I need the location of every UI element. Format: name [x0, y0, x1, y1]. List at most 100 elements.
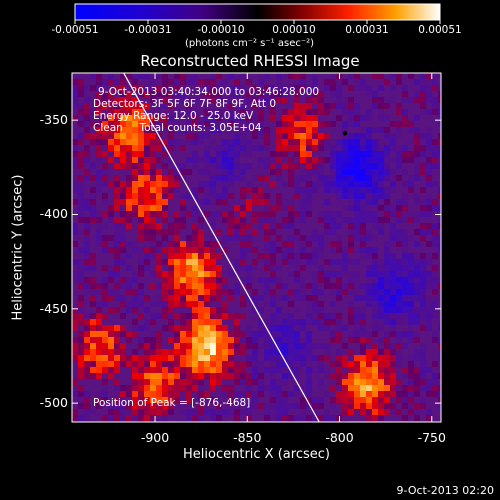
heatmap-cell: [438, 241, 441, 248]
heatmap-cell: [138, 193, 145, 200]
heatmap-cell: [438, 103, 441, 110]
heatmap-cell: [96, 283, 103, 290]
heatmap-cell: [342, 307, 349, 314]
heatmap-cell: [108, 235, 115, 242]
heatmap-cell: [438, 151, 441, 158]
heatmap-cell: [144, 397, 151, 404]
heatmap-cell: [252, 301, 259, 308]
heatmap-cell: [384, 313, 391, 320]
heatmap-cell: [408, 151, 415, 158]
heatmap-cell: [336, 403, 343, 410]
heatmap-cell: [432, 403, 439, 410]
heatmap-cell: [378, 307, 385, 314]
heatmap-cell: [90, 181, 97, 188]
heatmap-cell: [210, 307, 217, 314]
heatmap-cell: [138, 199, 145, 206]
heatmap-cell: [384, 133, 391, 140]
heatmap-cell: [234, 223, 241, 230]
heatmap-cell: [438, 397, 441, 404]
heatmap-cell: [84, 109, 91, 116]
heatmap-cell: [234, 157, 241, 164]
heatmap-cell: [78, 193, 85, 200]
heatmap-cell: [306, 247, 313, 254]
heatmap-cell: [126, 277, 133, 284]
heatmap-cell: [432, 247, 439, 254]
heatmap-cell: [222, 355, 229, 362]
heatmap-cell: [312, 205, 319, 212]
heatmap-cell: [234, 397, 241, 404]
heatmap-cell: [414, 415, 421, 422]
heatmap-cell: [102, 403, 109, 410]
heatmap-cell: [114, 247, 121, 254]
heatmap-cell: [174, 349, 181, 356]
heatmap-cell: [216, 79, 223, 86]
heatmap-cell: [72, 283, 79, 290]
heatmap-cell: [108, 397, 115, 404]
heatmap-cell: [168, 247, 175, 254]
heatmap-cell: [102, 343, 109, 350]
heatmap-cell: [288, 409, 295, 416]
heatmap-cell: [138, 307, 145, 314]
heatmap-cell: [384, 127, 391, 134]
heatmap-cell: [318, 223, 325, 230]
heatmap-cell: [420, 337, 427, 344]
heatmap-cell: [420, 307, 427, 314]
heatmap-cell: [156, 385, 163, 392]
heatmap-cell: [438, 373, 441, 380]
heatmap-cell: [366, 133, 373, 140]
heatmap-cell: [192, 391, 199, 398]
heatmap-cell: [72, 385, 79, 392]
heatmap-cell: [162, 211, 169, 218]
heatmap-cell: [240, 133, 247, 140]
heatmap-cell: [288, 127, 295, 134]
heatmap-cell: [426, 253, 433, 260]
heatmap-cell: [120, 253, 127, 260]
heatmap-cell: [204, 145, 211, 152]
heatmap-cell: [138, 349, 145, 356]
heatmap-cell: [84, 79, 91, 86]
heatmap-cell: [414, 397, 421, 404]
heatmap-cell: [252, 85, 259, 92]
heatmap-cell: [330, 91, 337, 98]
heatmap-cell: [90, 403, 97, 410]
heatmap-cell: [234, 241, 241, 248]
heatmap-cell: [258, 349, 265, 356]
heatmap-cell: [156, 241, 163, 248]
heatmap-cell: [342, 187, 349, 194]
heatmap-cell: [234, 313, 241, 320]
heatmap-cell: [192, 157, 199, 164]
heatmap-cell: [204, 283, 211, 290]
heatmap-cell: [108, 73, 115, 80]
heatmap-cell: [312, 319, 319, 326]
heatmap-cell: [258, 169, 265, 176]
heatmap-cell: [420, 133, 427, 140]
heatmap-cell: [96, 289, 103, 296]
heatmap-cell: [156, 271, 163, 278]
heatmap-cell: [282, 283, 289, 290]
heatmap-cell: [108, 415, 115, 422]
heatmap-cell: [150, 133, 157, 140]
heatmap-cell: [174, 391, 181, 398]
heatmap-cell: [360, 235, 367, 242]
heatmap-cell: [252, 199, 259, 206]
heatmap-cell: [402, 343, 409, 350]
heatmap-cell: [222, 385, 229, 392]
heatmap-cell: [198, 247, 205, 254]
heatmap-cell: [360, 151, 367, 158]
heatmap-cell: [180, 169, 187, 176]
heatmap-cell: [276, 349, 283, 356]
heatmap-cell: [384, 91, 391, 98]
heatmap-cell: [384, 289, 391, 296]
heatmap-cell: [390, 367, 397, 374]
heatmap-cell: [258, 175, 265, 182]
heatmap-cell: [132, 391, 139, 398]
heatmap-cell: [306, 283, 313, 290]
heatmap-cell: [168, 151, 175, 158]
heatmap-cell: [294, 289, 301, 296]
heatmap-cell: [426, 379, 433, 386]
heatmap-cell: [312, 193, 319, 200]
heatmap-cell: [342, 91, 349, 98]
heatmap-cell: [138, 235, 145, 242]
heatmap-cell: [318, 163, 325, 170]
heatmap-cell: [138, 343, 145, 350]
